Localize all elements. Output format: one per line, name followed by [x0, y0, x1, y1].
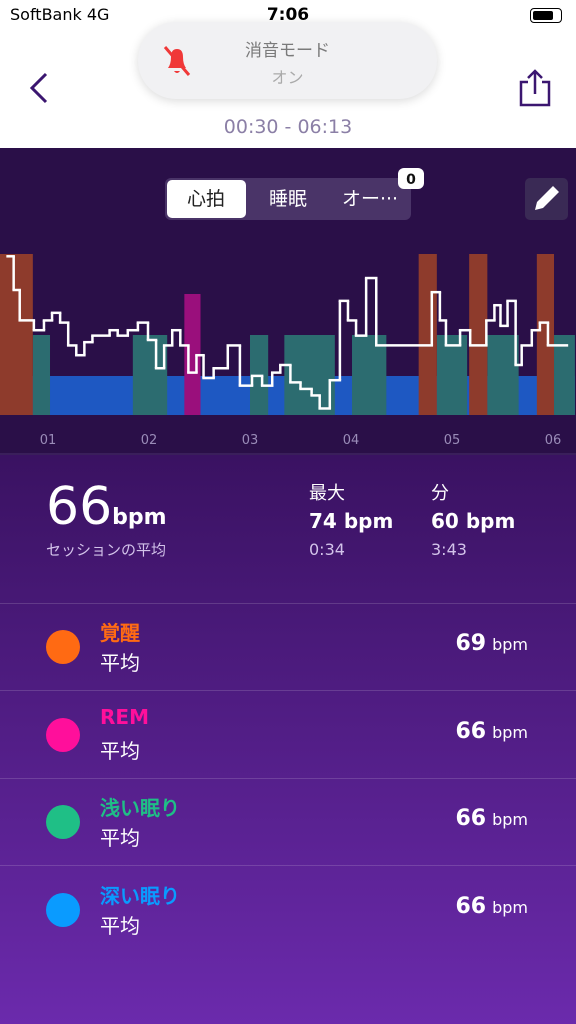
x-tick-label: 03: [242, 433, 259, 448]
max-time: 0:34: [309, 540, 345, 559]
tab[interactable]: 心拍: [187, 188, 225, 210]
stage-label: 平均: [100, 826, 140, 850]
stage-value: 69 bpm: [455, 631, 528, 656]
x-tick-label: 04: [343, 433, 360, 448]
average: 66bpm: [46, 477, 167, 537]
stage-dot: [46, 892, 80, 927]
badge-bg: [398, 168, 424, 189]
banner-title: 消音モード: [245, 41, 330, 61]
session-range: 00:30 - 06:13: [223, 116, 353, 138]
min-number: 60: [431, 509, 459, 533]
stage-value: 66 bpm: [455, 806, 528, 831]
max-value: 74 bpm: [309, 509, 393, 533]
stage-unit: bpm: [492, 897, 528, 917]
min-time: 3:43: [431, 540, 467, 559]
stage-bar: [0, 254, 33, 415]
stage-dot: [46, 717, 80, 752]
min-value: 60 bpm: [431, 509, 515, 533]
back-button[interactable]: [28, 70, 52, 106]
stage-bar: [469, 254, 488, 415]
banner-state: オン: [271, 68, 304, 87]
stage-number: 69: [455, 631, 487, 656]
stage-value: 66 bpm: [455, 894, 528, 919]
separator: [0, 865, 576, 866]
badge: 0: [406, 172, 416, 188]
stage-bar: [32, 335, 51, 415]
carrier: SoftBank 4G: [10, 5, 109, 24]
stage-unit: bpm: [492, 635, 528, 654]
stage-name: 深い眠り: [100, 883, 180, 908]
stage-label: 平均: [100, 913, 140, 938]
min-label: 分: [431, 483, 449, 504]
separator: [0, 777, 576, 779]
average-unit: bpm: [112, 505, 167, 530]
battery: [530, 8, 562, 23]
stage-number: 66: [455, 893, 487, 919]
min-unit: bpm: [465, 509, 516, 533]
carrier-name: SoftBank: [10, 5, 82, 24]
stage-unit: bpm: [492, 722, 528, 742]
x-tick-label: 02: [141, 433, 158, 448]
pencil-icon: [535, 186, 559, 210]
chart: 0 心拍 睡眠 オー··· 01 02 03 04 05 06: [0, 148, 576, 455]
stage-name: 浅い眠り: [100, 796, 180, 820]
tab-selected-bg: [167, 180, 246, 218]
stage-label: 平均: [100, 738, 140, 763]
stage-number: 66: [455, 806, 487, 831]
stage-dot: [46, 630, 80, 664]
stage-number: 66: [455, 718, 487, 744]
silent-mode-banner: 消音モード オン: [138, 22, 437, 99]
separator: [0, 690, 576, 691]
stage-bar: [184, 294, 201, 415]
stage-bar: [436, 335, 468, 415]
network: 4G: [86, 5, 110, 24]
stage-label: 平均: [100, 651, 140, 675]
stage-name: 覚醒: [100, 621, 140, 645]
share-button[interactable]: [518, 68, 552, 108]
bell-off-icon: [163, 46, 191, 76]
x-tick-label: 05: [444, 433, 461, 448]
stage-bar: [554, 335, 575, 415]
stage-bar: [352, 335, 387, 415]
stage-bar: [487, 335, 519, 415]
max-unit: bpm: [343, 509, 394, 533]
max-number: 74: [309, 509, 337, 533]
stage-bar: [132, 335, 168, 415]
stage-value: 66 bpm: [455, 719, 528, 744]
stage-bar: [284, 335, 335, 415]
clock: 7:06: [266, 5, 310, 25]
max-label: 最大: [309, 483, 345, 504]
stage-dot: [46, 805, 80, 839]
separator: [0, 603, 576, 604]
tab[interactable]: 睡眠: [269, 188, 307, 210]
average-value: 66: [46, 477, 113, 537]
average-label: セッションの平均: [46, 541, 167, 559]
x-tick-label: 06: [545, 433, 562, 448]
tab[interactable]: オー···: [342, 188, 398, 210]
stage-bar: [536, 254, 555, 415]
stage-name: REM: [100, 704, 149, 729]
stage-bar: [418, 254, 437, 415]
stage-unit: bpm: [492, 810, 528, 829]
x-tick-label: 01: [40, 433, 57, 448]
